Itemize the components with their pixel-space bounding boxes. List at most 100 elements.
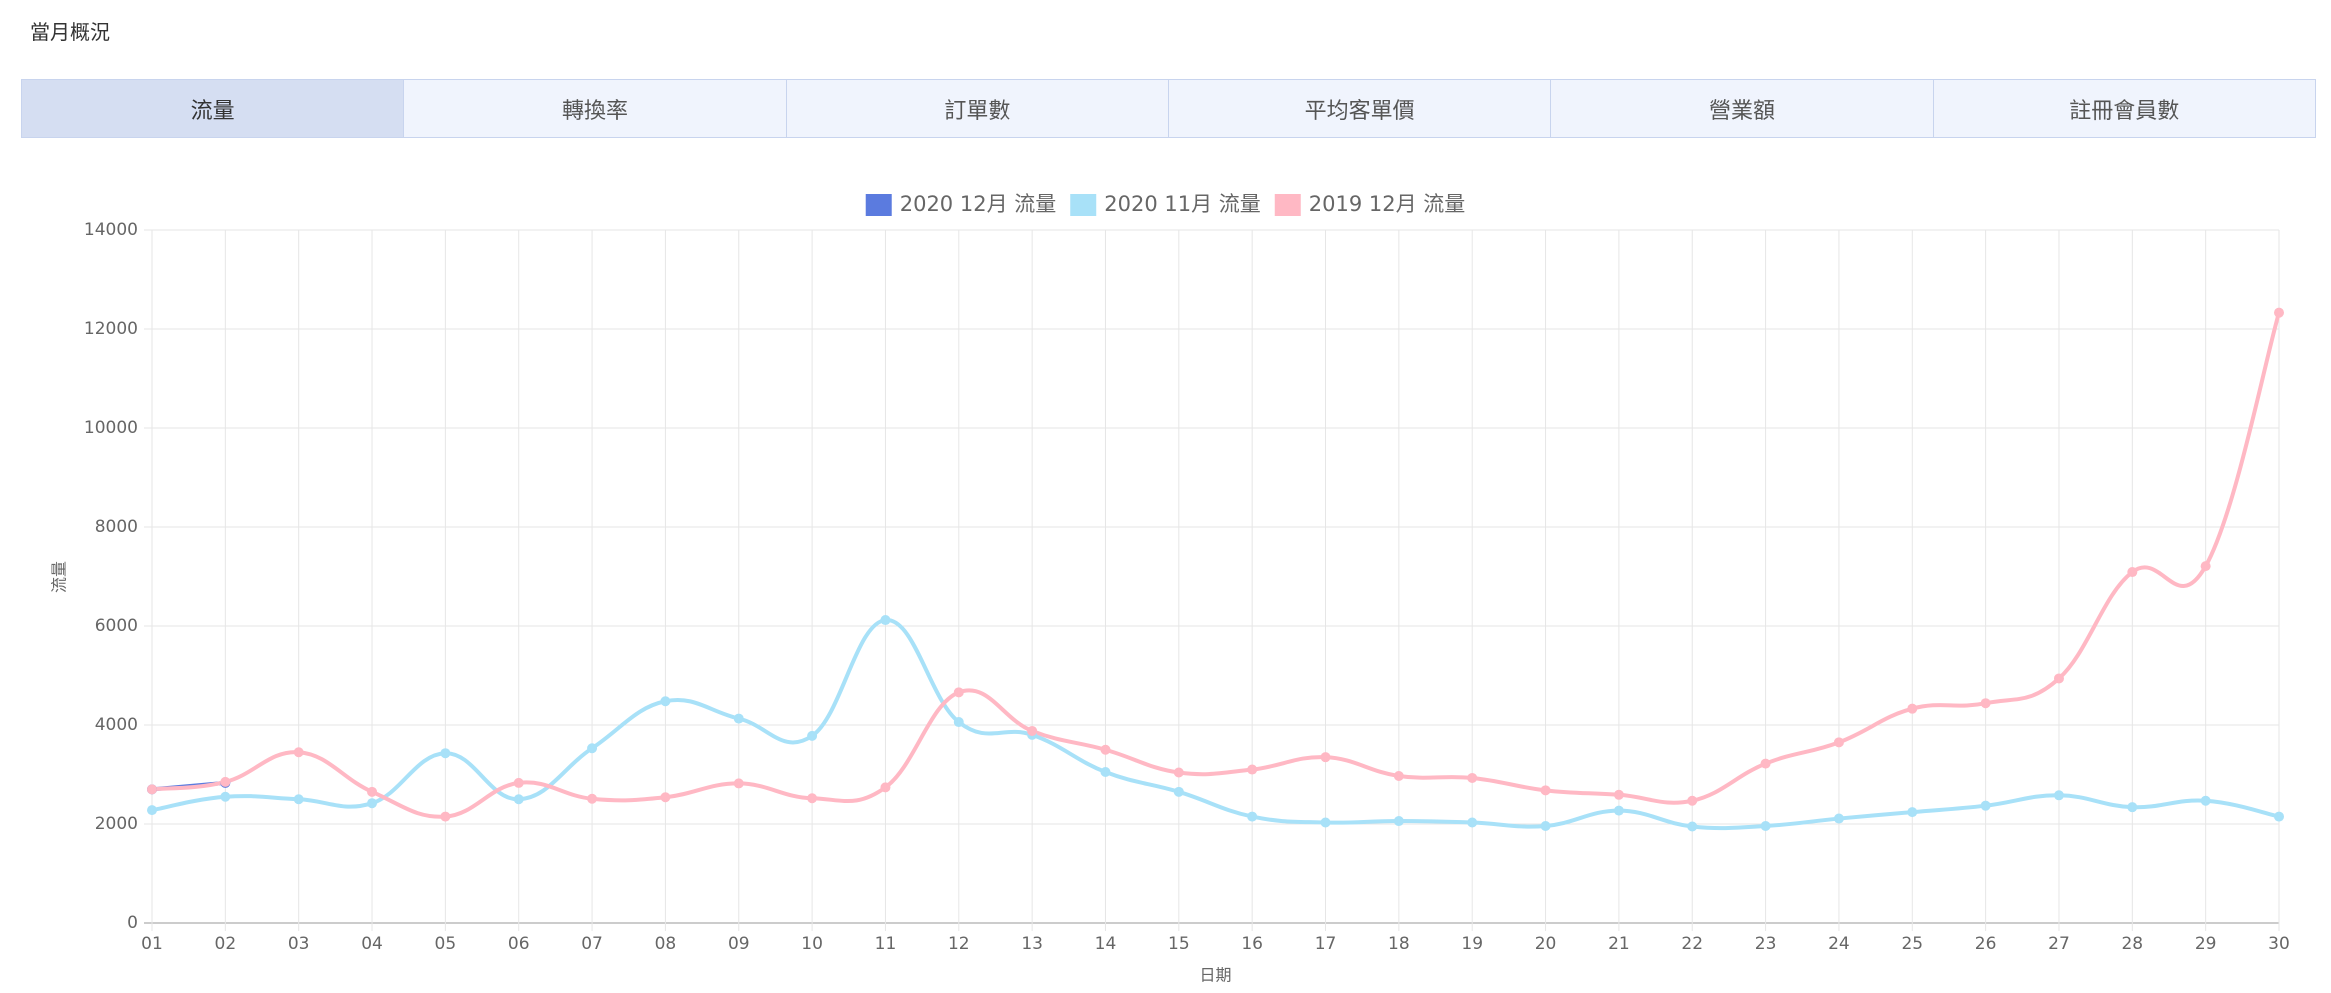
x-tick-label: 14 — [1095, 934, 1117, 954]
data-point — [2053, 673, 2064, 684]
y-tick-label: 8000 — [95, 517, 138, 537]
data-point — [293, 747, 304, 758]
x-tick-label: 19 — [1461, 934, 1483, 954]
data-point — [1760, 820, 1771, 831]
data-point — [660, 792, 671, 803]
x-tick-label: 04 — [361, 934, 383, 954]
data-point — [953, 717, 964, 728]
x-tick-label: 09 — [728, 934, 750, 954]
legend-label: 2020 12月 流量 — [900, 192, 1057, 216]
data-point — [440, 748, 451, 759]
tab[interactable]: 平均客單價 — [1168, 80, 1552, 137]
x-tick-label: 02 — [215, 934, 237, 954]
tab-bar: 流量 轉換率 訂單數 平均客單價 營業額 註冊會員數 — [21, 79, 2316, 138]
series-line — [151, 312, 2281, 819]
x-tick-label: 03 — [288, 934, 310, 954]
tab[interactable]: 訂單數 — [786, 80, 1169, 137]
legend-label: 2019 12月 流量 — [1309, 192, 1466, 216]
y-axis-title: 流量 — [50, 561, 69, 593]
data-point — [293, 794, 304, 805]
x-tick-label: 12 — [948, 934, 970, 954]
x-tick-label: 01 — [141, 934, 163, 954]
y-tick-label: 2000 — [95, 814, 138, 834]
data-point — [513, 777, 524, 788]
data-point — [1100, 767, 1111, 778]
x-tick-label: 08 — [655, 934, 677, 954]
x-tick-label: 24 — [1828, 934, 1850, 954]
x-tick-label: 18 — [1388, 934, 1410, 954]
data-point — [2127, 802, 2138, 813]
y-tick-label: 10000 — [84, 418, 138, 438]
data-point — [1907, 807, 1918, 818]
x-tick-label: 21 — [1608, 934, 1630, 954]
tab[interactable]: 註冊會員數 — [1933, 80, 2315, 137]
data-point — [1980, 698, 1991, 709]
legend-swatch — [1274, 194, 1301, 216]
data-point — [220, 776, 231, 787]
data-point — [1540, 785, 1551, 796]
data-point — [220, 791, 231, 802]
data-point — [807, 730, 818, 741]
x-axis-title: 日期 — [1199, 966, 1231, 985]
data-point — [1907, 703, 1918, 714]
x-tick-label: 25 — [1901, 934, 1923, 954]
data-point — [1173, 767, 1184, 778]
data-point — [1027, 725, 1038, 736]
data-point — [1247, 764, 1258, 775]
data-point — [2053, 790, 2064, 801]
data-point — [1100, 744, 1111, 755]
data-point — [1467, 817, 1478, 828]
x-tick-label: 29 — [2195, 934, 2217, 954]
data-point — [1320, 752, 1331, 763]
data-point — [1687, 795, 1698, 806]
data-point — [1613, 789, 1624, 800]
data-point — [1393, 770, 1404, 781]
data-point — [660, 696, 671, 707]
data-point — [2274, 811, 2284, 822]
x-tick-label: 10 — [801, 934, 823, 954]
data-point — [1540, 820, 1551, 831]
series-line — [151, 618, 2280, 831]
tab[interactable]: 流量 — [22, 80, 405, 137]
x-tick-label: 27 — [2048, 934, 2070, 954]
x-tick-label: 17 — [1315, 934, 1337, 954]
data-point — [587, 743, 598, 754]
data-point — [1980, 800, 1991, 811]
x-tick-label: 07 — [581, 934, 603, 954]
x-tick-label: 28 — [2121, 934, 2143, 954]
x-tick-label: 15 — [1168, 934, 1190, 954]
x-tick-label: 22 — [1681, 934, 1703, 954]
data-point — [367, 786, 378, 797]
data-point — [1687, 821, 1698, 832]
x-tick-label: 30 — [2268, 934, 2290, 954]
data-point — [1393, 816, 1404, 827]
x-tick-label: 16 — [1241, 934, 1263, 954]
x-tick-label: 05 — [435, 934, 457, 954]
page-title: 當月概況 — [30, 20, 110, 44]
data-point — [2200, 561, 2211, 572]
x-tick-label: 23 — [1755, 934, 1777, 954]
x-tick-label: 06 — [508, 934, 530, 954]
data-point — [587, 793, 598, 804]
data-point — [733, 713, 744, 724]
tab[interactable]: 轉換率 — [404, 80, 787, 137]
x-tick-label: 26 — [1975, 934, 1997, 954]
data-point — [733, 778, 744, 789]
data-point — [367, 798, 378, 809]
data-point — [880, 615, 891, 626]
data-point — [807, 793, 818, 804]
data-point — [1833, 737, 1844, 748]
data-point — [1833, 813, 1844, 824]
data-point — [1760, 758, 1771, 769]
data-point — [2274, 307, 2284, 318]
x-tick-label: 20 — [1535, 934, 1557, 954]
data-point — [1613, 805, 1624, 816]
tab[interactable]: 營業額 — [1551, 80, 1934, 137]
legend-label: 2020 11月 流量 — [1104, 192, 1261, 216]
legend-swatch — [865, 194, 892, 216]
y-tick-label: 4000 — [95, 715, 138, 735]
y-tick-label: 0 — [127, 913, 138, 933]
data-point — [880, 782, 891, 793]
